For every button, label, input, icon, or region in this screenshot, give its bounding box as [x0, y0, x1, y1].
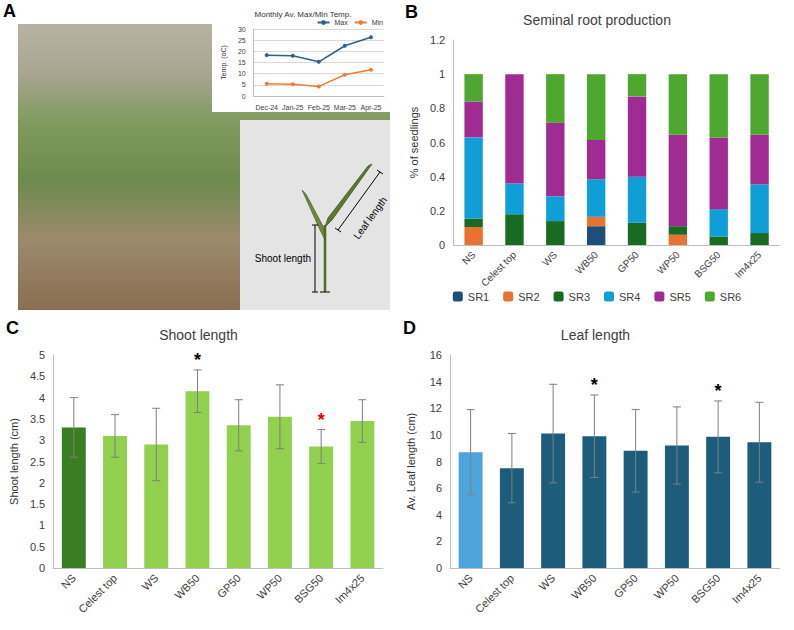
svg-text:15: 15 [238, 59, 246, 66]
svg-text:Leaf length: Leaf length [561, 327, 630, 343]
svg-text:GP50: GP50 [612, 572, 640, 600]
svg-text:Celest top: Celest top [76, 572, 119, 615]
svg-text:0.2: 0.2 [430, 205, 445, 217]
svg-text:WS: WS [536, 572, 557, 593]
svg-text:Temp. (oC): Temp. (oC) [220, 45, 228, 80]
svg-text:2.5: 2.5 [30, 456, 45, 468]
svg-text:Max: Max [334, 19, 348, 26]
svg-text:NS: NS [59, 572, 78, 591]
svg-text:*: * [591, 375, 598, 395]
html-text:D: D [403, 318, 416, 338]
svg-text:SR6: SR6 [720, 291, 741, 303]
svg-text:BSG50: BSG50 [689, 572, 723, 606]
svg-text:5: 5 [39, 349, 45, 361]
svg-text:SR4: SR4 [619, 291, 640, 303]
svg-text:WS: WS [139, 572, 160, 593]
svg-text:16: 16 [430, 349, 442, 361]
svg-text:SR2: SR2 [518, 291, 539, 303]
svg-text:0.8: 0.8 [430, 102, 445, 114]
svg-text:*: * [318, 410, 325, 430]
svg-text:30: 30 [238, 26, 246, 33]
svg-text:12: 12 [430, 402, 442, 414]
svg-text:0: 0 [39, 562, 45, 574]
svg-text:Feb-25: Feb-25 [308, 104, 330, 111]
svg-text:SR1: SR1 [468, 291, 489, 303]
svg-text:20: 20 [238, 48, 246, 55]
svg-text:Monthly Av. Max/Min Temp.: Monthly Av. Max/Min Temp. [255, 10, 352, 19]
svg-text:Celest top: Celest top [473, 572, 516, 615]
svg-text:WP50: WP50 [255, 572, 285, 602]
svg-text:6: 6 [436, 482, 442, 494]
svg-text:3.5: 3.5 [30, 413, 45, 425]
svg-text:1: 1 [439, 68, 445, 80]
svg-text:NS: NS [460, 249, 478, 267]
svg-text:10: 10 [430, 429, 442, 441]
svg-text:Shoot length: Shoot length [159, 327, 238, 343]
svg-text:SR5: SR5 [669, 291, 690, 303]
svg-text:WB50: WB50 [172, 572, 202, 602]
svg-text:0: 0 [436, 562, 442, 574]
svg-text:0.4: 0.4 [430, 171, 445, 183]
svg-text:Im4x25: Im4x25 [733, 249, 764, 280]
svg-text:Mar-25: Mar-25 [334, 104, 356, 111]
svg-text:Im4x25: Im4x25 [730, 572, 764, 606]
svg-text:Jan-25: Jan-25 [282, 104, 304, 111]
svg-text:BSG50: BSG50 [692, 249, 723, 280]
html-text:B: B [405, 2, 418, 22]
svg-text:WS: WS [540, 249, 559, 268]
svg-text:Av. Leaf length (cm): Av. Leaf length (cm) [405, 413, 417, 510]
svg-text:0.6: 0.6 [430, 137, 445, 149]
svg-text:Im4x25: Im4x25 [333, 572, 367, 606]
svg-text:WB50: WB50 [573, 249, 600, 276]
svg-text:Apr-25: Apr-25 [360, 104, 381, 112]
svg-text:SR3: SR3 [569, 291, 590, 303]
svg-text:5: 5 [242, 81, 246, 88]
svg-text:WP50: WP50 [651, 572, 681, 602]
svg-text:BSG50: BSG50 [292, 572, 326, 606]
svg-text:8: 8 [436, 456, 442, 468]
svg-text:2: 2 [436, 535, 442, 547]
svg-text:Seminal root production: Seminal root production [523, 12, 671, 28]
svg-text:2: 2 [39, 477, 45, 489]
svg-text:Dec-24: Dec-24 [255, 104, 278, 111]
svg-text:10: 10 [238, 70, 246, 77]
svg-text:4: 4 [39, 392, 45, 404]
svg-text:Shoot length (cm): Shoot length (cm) [8, 418, 20, 505]
svg-text:4.5: 4.5 [30, 370, 45, 382]
svg-text:GP50: GP50 [215, 572, 243, 600]
svg-text:1.2: 1.2 [430, 34, 445, 46]
svg-text:% of seedlings: % of seedlings [408, 106, 420, 178]
svg-text:*: * [194, 350, 201, 370]
svg-text:3: 3 [39, 434, 45, 446]
html-text:A: A [3, 1, 16, 21]
svg-text:WP50: WP50 [655, 249, 682, 276]
svg-text:WB50: WB50 [569, 572, 599, 602]
svg-text:Min: Min [372, 19, 383, 26]
svg-text:14: 14 [430, 376, 442, 388]
svg-text:Shoot length: Shoot length [255, 253, 311, 264]
svg-text:0: 0 [242, 93, 246, 100]
svg-text:0: 0 [439, 239, 445, 251]
svg-text:25: 25 [238, 37, 246, 44]
svg-text:Celest top: Celest top [479, 249, 519, 289]
svg-text:1: 1 [39, 519, 45, 531]
svg-text:*: * [715, 381, 722, 401]
svg-text:NS: NS [456, 572, 475, 591]
svg-text:1.5: 1.5 [30, 498, 45, 510]
svg-text:GP50: GP50 [615, 249, 641, 275]
svg-text:4: 4 [436, 509, 442, 521]
svg-text:Leaf length: Leaf length [351, 195, 389, 242]
svg-text:0.5: 0.5 [30, 541, 45, 553]
html-text:C: C [6, 318, 19, 338]
